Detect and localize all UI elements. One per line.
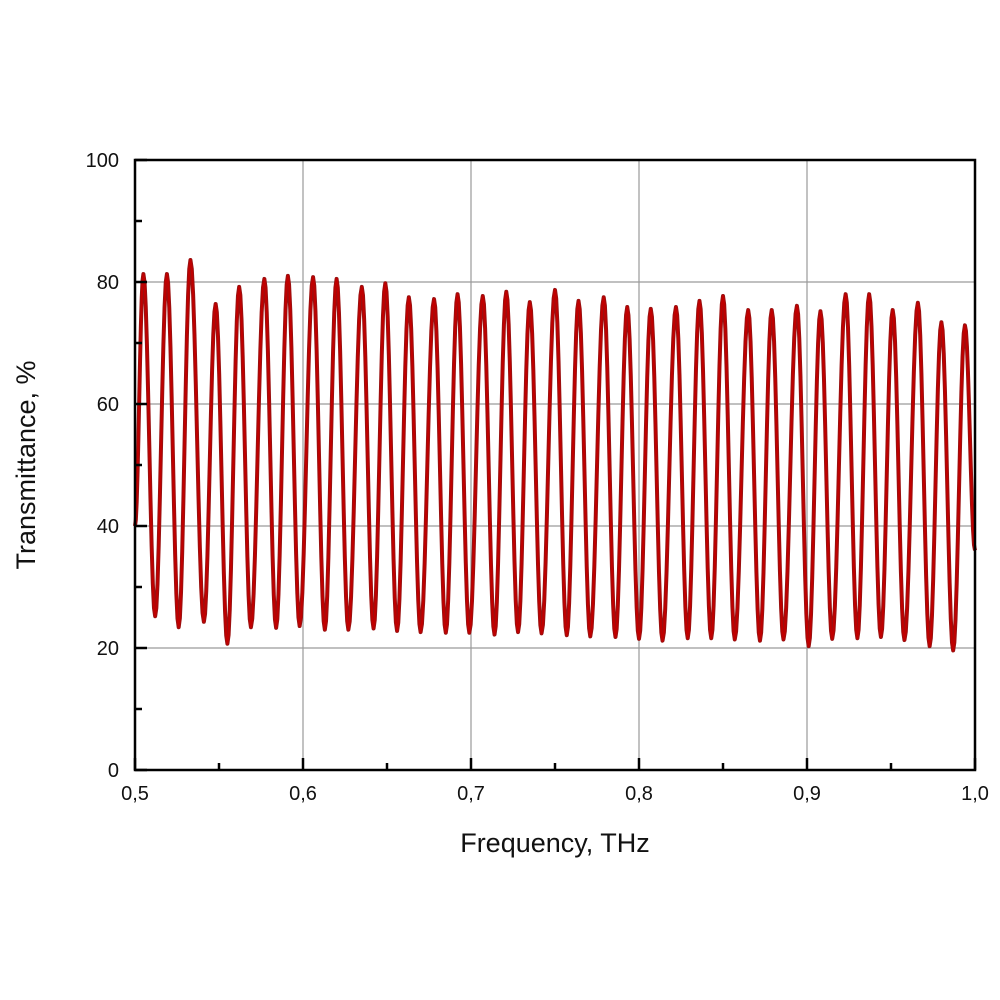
- y-tick-label: 60: [97, 394, 119, 416]
- y-tick-label: 40: [97, 516, 119, 538]
- x-tick-label: 0,8: [625, 783, 653, 805]
- x-axis-title: Frequency, THz: [460, 828, 650, 858]
- y-axis-title: Transmittance, %: [11, 360, 41, 569]
- x-tick-label: 0,7: [457, 783, 485, 805]
- transmittance-curve: [134, 259, 976, 652]
- grid-lines: [135, 160, 975, 770]
- y-tick-label: 100: [86, 150, 119, 172]
- y-tick-label: 80: [97, 272, 119, 294]
- x-tick-label: 1,0: [961, 783, 989, 805]
- y-tick-label: 0: [108, 760, 119, 782]
- y-tick-labels: 0 20 40 60 80 100: [86, 150, 119, 782]
- data-series: [133, 258, 977, 653]
- x-tick-label: 0,9: [793, 783, 821, 805]
- axis-ticks: [133, 158, 977, 772]
- y-tick-label: 20: [97, 638, 119, 660]
- x-tick-label: 0,5: [121, 783, 149, 805]
- plot-frame: [133, 158, 977, 772]
- x-tick-labels: 0,5 0,6 0,7 0,8 0,9 1,0: [121, 783, 989, 805]
- x-tick-label: 0,6: [289, 783, 317, 805]
